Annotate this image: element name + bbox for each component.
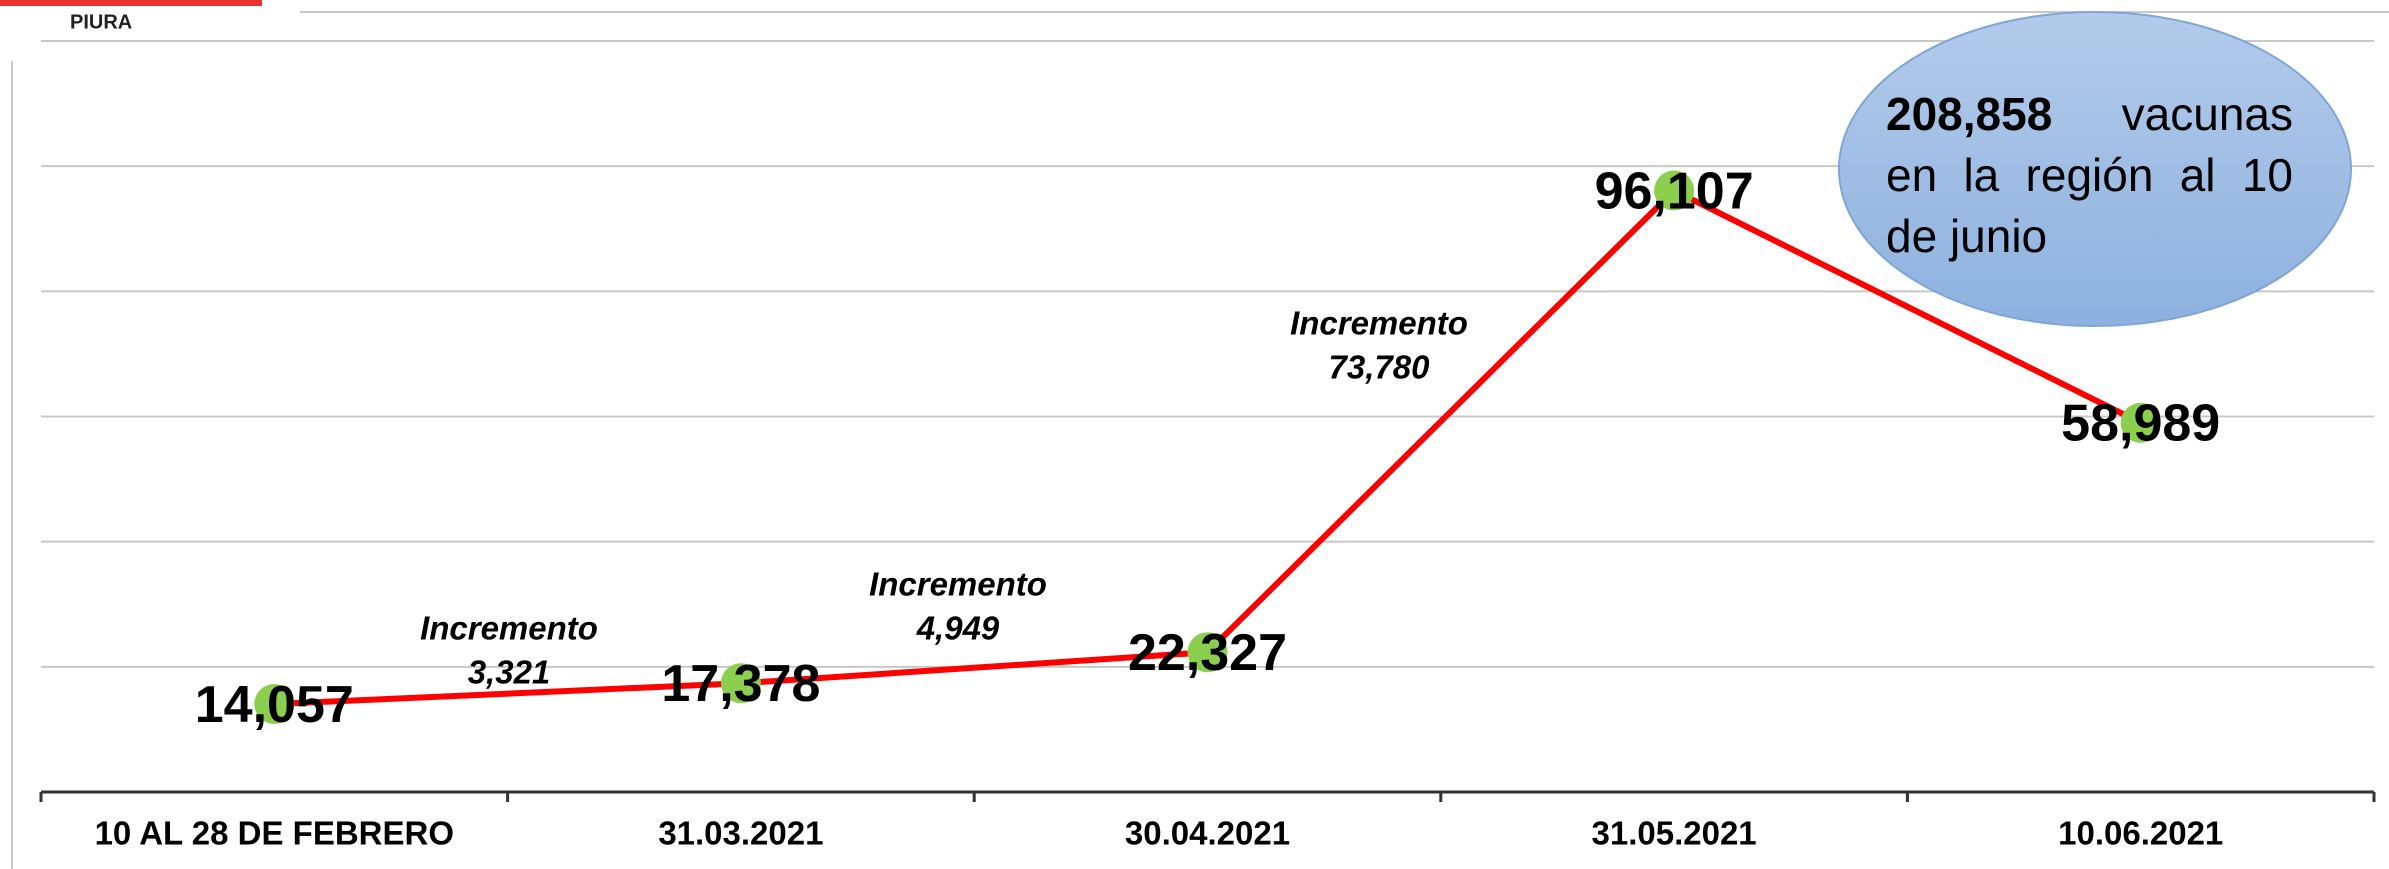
x-tick-label: 31.05.2021 [1592,815,1757,852]
x-tick-label: 30.04.2021 [1125,815,1290,852]
data-label: 96,107 [1595,162,1754,220]
data-label: 14,057 [195,676,354,734]
annotation-value: 3,321 [468,654,551,691]
bubble [1838,11,2352,327]
marker [1187,632,1228,673]
x-tick-label: 10 AL 28 DE FEBRERO [95,815,454,852]
marker [2120,402,2161,443]
header-title: PIURA [70,11,132,33]
marker [720,663,761,704]
annotation-value: 4,949 [916,610,1000,647]
annotation-value: 73,780 [1329,349,1431,386]
data-label: 22,327 [1128,624,1287,682]
data-label: 17,378 [661,655,820,713]
annotation-label: Incremento [420,610,598,647]
data-label: 58,989 [2061,395,2220,453]
annotation-label: Incremento [869,566,1047,603]
bubble-caption: vacunas en la región al 10 de junio [1886,88,2293,262]
annotation-label: Incremento [1290,305,1468,342]
marker [254,684,295,725]
header-bar [0,0,262,6]
x-tick-label: 10.06.2021 [2058,815,2223,852]
bubble-text: 208,858 vacunas en la región al 10 de ju… [1886,84,2293,267]
bubble-value: 208,858 [1886,88,2053,140]
x-tick-label: 31.03.2021 [658,815,823,852]
marker [1654,170,1695,211]
